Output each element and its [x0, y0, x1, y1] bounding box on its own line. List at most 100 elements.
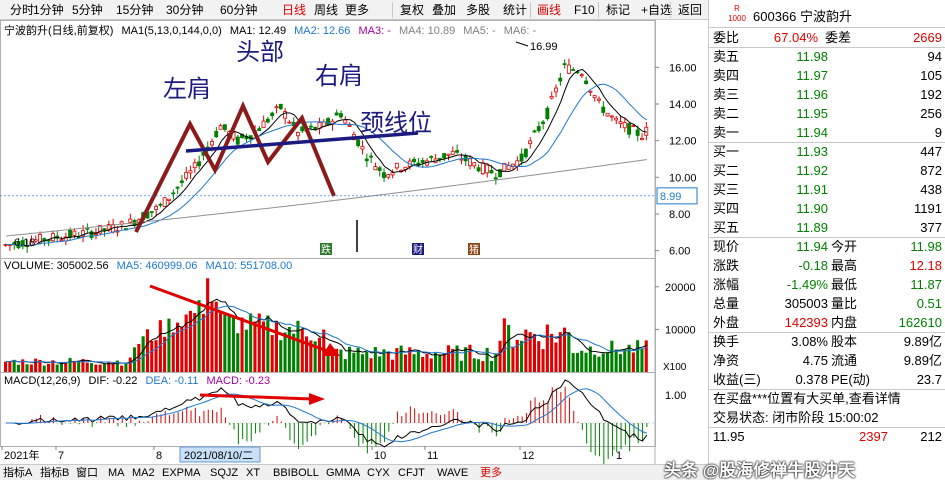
ma4-line [6, 159, 647, 237]
footer-volume: 2397 [859, 429, 888, 444]
kline-chart-svg[interactable]: 16.0014.0012.0010.008.006.00左肩头部右肩颈线位16.… [0, 20, 707, 464]
chart-area[interactable]: 16.00 14.00 12.00 10.00 8.00 6.00 左肩 头部 右肩 颈线位 16.… [0, 20, 707, 464]
stock-code-name: 600366 宁波韵升 [753, 6, 852, 25]
toolbar-btn-11[interactable]: 多股 [466, 3, 491, 17]
candle-body [179, 180, 184, 184]
candle-body [640, 137, 644, 141]
event-marker-label: 猪 [469, 244, 479, 256]
bid-label: 买二 [713, 163, 740, 178]
toolbar-btn-3[interactable]: 15分钟 [116, 3, 154, 17]
event-marker-box [320, 243, 332, 255]
ma5-value: MA5: - [463, 25, 496, 37]
candle-body [592, 95, 597, 99]
stat2-value: 9.89亿 [903, 353, 942, 368]
indicator-tab-8[interactable]: BBIBOLL [273, 467, 319, 479]
indicator-tab-3[interactable]: MA [108, 467, 125, 479]
volume-bar [64, 361, 68, 372]
volume-bar [446, 345, 450, 372]
current-price-label: 8.99 [660, 191, 681, 203]
head-label: 头部 [236, 38, 284, 66]
volume-bar [352, 352, 356, 372]
indicator-tab-10[interactable]: CYX [367, 467, 390, 479]
volume-bar [236, 333, 240, 372]
toolbar-btn-0[interactable]: 分时 [10, 3, 35, 17]
candle-body [218, 125, 223, 130]
divider [709, 389, 945, 390]
toolbar-btn-4[interactable]: 30分钟 [166, 3, 204, 17]
volume-bar [115, 360, 119, 372]
bid-volume: 447 [920, 144, 942, 159]
candle-body [257, 128, 262, 131]
indicator-tab-12[interactable]: WAVE [437, 467, 469, 479]
volume-bar [68, 357, 72, 372]
toolbar-btn-6[interactable]: 日线 [282, 3, 307, 17]
ma3-value: MA3: - [358, 25, 391, 37]
macd-dea: DEA: -0.11 [145, 375, 199, 387]
volume-bar [201, 313, 205, 372]
toolbar-btn-15[interactable]: 标记 [606, 3, 631, 17]
candle-body [450, 150, 455, 155]
volume-bar [412, 354, 416, 372]
stock-code: 600366 [753, 9, 797, 24]
indicator-tab-9[interactable]: GMMA [326, 467, 361, 479]
volume-bar [477, 359, 481, 372]
indicator-tab-13[interactable]: 更多 [480, 467, 502, 479]
toolbar-btn-10[interactable]: 叠加 [432, 3, 457, 17]
volume-bar [378, 356, 382, 372]
indicator-tab-11[interactable]: CFJT [398, 467, 425, 479]
ma1-label: MA1(5,13,0,144,0,0) [121, 25, 222, 37]
candle-body [33, 239, 38, 242]
candle-body [184, 172, 189, 179]
volume-bar [16, 364, 20, 372]
toolbar-btn-5[interactable]: 60分钟 [220, 3, 258, 17]
indicator-tab-2[interactable]: 窗口 [76, 467, 98, 479]
indicator-tab-6[interactable]: SQJZ [210, 467, 239, 479]
stat-label: 总量 [713, 296, 740, 311]
footer-price: 11.95 [713, 429, 745, 444]
bid-volume: 377 [920, 220, 942, 235]
volume-bar [150, 340, 154, 372]
toolbar-btn-17[interactable]: 返回 [678, 3, 703, 17]
candle-body [270, 112, 275, 117]
volume-bar [567, 332, 571, 372]
volume-bar [515, 339, 519, 372]
toolbar-btn-2[interactable]: 5分钟 [72, 3, 103, 17]
stat-row: 现价 11.94 今开 11.98 [709, 237, 945, 256]
toolbar-btn-9[interactable]: 复权 [400, 3, 425, 17]
volume-bar [421, 357, 425, 372]
ask-price: 11.97 [796, 68, 828, 83]
volume-bar [438, 354, 442, 372]
toolbar-btn-13[interactable]: 画线 [537, 3, 562, 17]
bid-row: 买二 11.92 872 [709, 161, 945, 180]
candle-body [476, 167, 481, 172]
candle-body [287, 121, 292, 124]
indicator-tab-7[interactable]: XT [246, 467, 261, 479]
candle-body [485, 164, 490, 174]
candle-body [360, 146, 365, 150]
indicator-tab-5[interactable]: EXPMA [162, 467, 201, 479]
toolbar-btn-8[interactable]: 更多 [345, 3, 370, 17]
volume-bar [584, 352, 588, 372]
toolbar-btn-7[interactable]: 周线 [314, 3, 339, 17]
toolbar-btn-16[interactable]: +自选 [641, 3, 673, 17]
toolbar-btn-14[interactable]: F10 [574, 3, 595, 17]
candle-body [605, 112, 610, 117]
macd-dea-line [6, 388, 648, 443]
candle-body [549, 95, 554, 99]
ma1-line [6, 68, 647, 247]
indicator-tab-4[interactable]: MA2 [132, 467, 155, 479]
candle-body [265, 118, 270, 123]
cursor-date-box [179, 446, 261, 463]
toolbar-btn-12[interactable]: 统计 [503, 3, 528, 17]
indicator-tab-1[interactable]: 指标B [40, 467, 70, 479]
volume-bar [59, 362, 63, 372]
candle-body [128, 218, 133, 223]
volume-bar [326, 349, 330, 372]
volume-y-tick: 10000 [665, 324, 696, 336]
candle-body [627, 123, 631, 135]
toolbar-btn-1[interactable]: 1分钟 [33, 3, 64, 17]
candle-body [81, 230, 85, 237]
indicator-tab-0[interactable]: 指标A [3, 467, 33, 479]
footer-count: 212 [920, 429, 942, 444]
bid-row: 买一 11.93 447 [709, 142, 945, 161]
